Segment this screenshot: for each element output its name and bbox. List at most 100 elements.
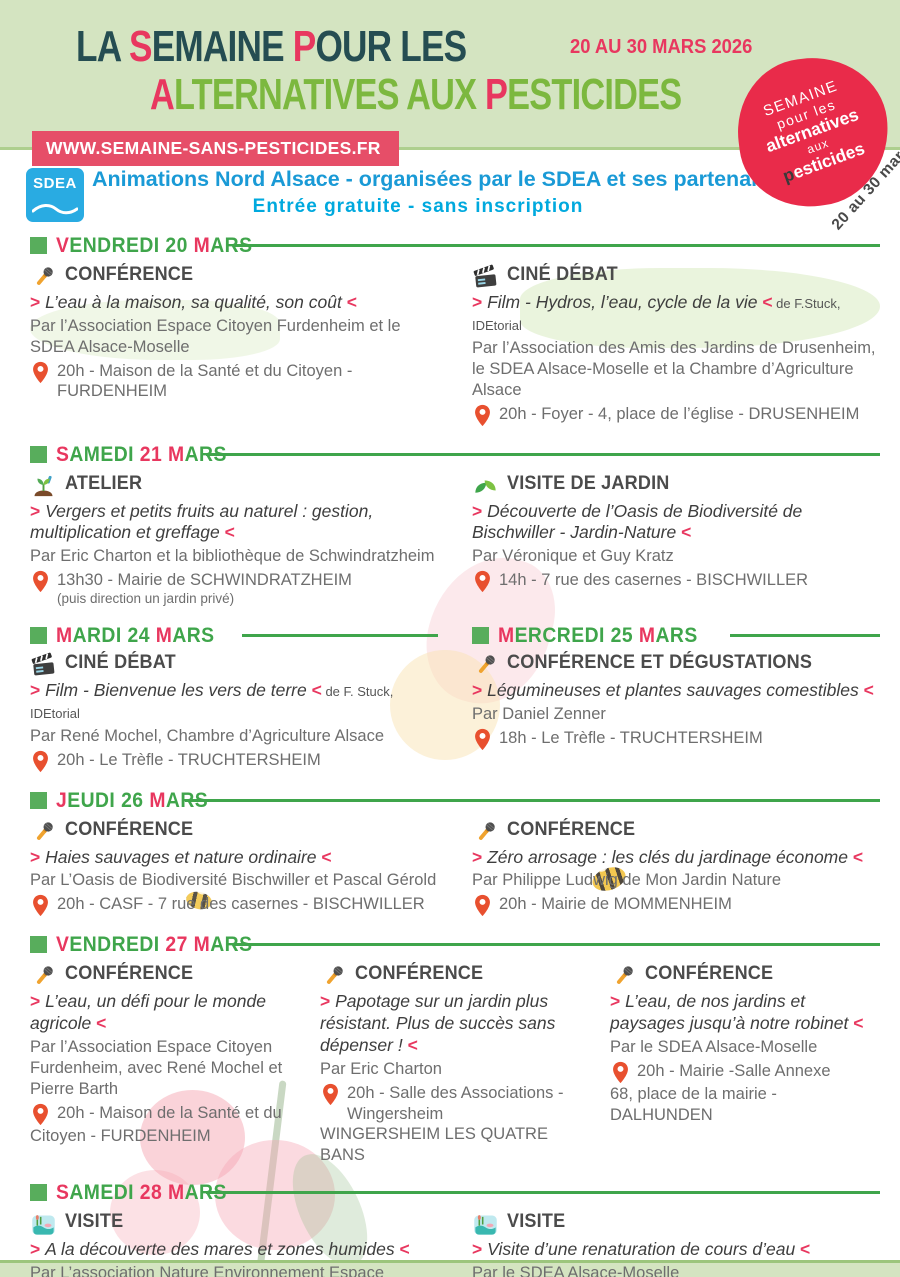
day-heading: SAMEDI 21 MARS xyxy=(30,442,880,467)
day-section: SAMEDI 21 MARS ATELIER > Vergers et petits… xyxy=(30,442,880,616)
event-location-row: 18h - Le Trèfle - TRUCHTERSHEIM xyxy=(472,728,880,751)
event-item: VISITE > Visite d’une renaturation de cou… xyxy=(472,1211,880,1277)
seedling-icon xyxy=(30,473,57,500)
microphone-icon xyxy=(320,963,347,990)
text-segment: M xyxy=(149,787,166,812)
chevron-open: > xyxy=(320,991,336,1012)
location-pin-icon xyxy=(612,1061,629,1084)
day-heading: MERCREDI 25 MARS xyxy=(472,623,880,648)
event-type-row: CONFÉRENCE ET DÉGUSTATIONS xyxy=(472,652,880,679)
event-item: VISITE DE JARDIN > Découverte de l’Oasis … xyxy=(472,473,880,594)
chevron-close: < xyxy=(316,846,332,867)
event-location-note: (puis direction un jardin privé) xyxy=(57,590,235,606)
event-organizer: Par L’association Nature Environnement E… xyxy=(30,1264,385,1277)
text-segment: ENDREDI xyxy=(69,932,166,957)
event-type-row: CINÉ DÉBAT xyxy=(472,264,880,291)
location-pin-icon xyxy=(474,570,491,593)
event-title-text: Film - Bienvenue les vers de terre xyxy=(45,679,307,700)
text-segment: S xyxy=(129,22,152,71)
text-segment: AMEDI xyxy=(69,1180,140,1205)
event-location-row: 20h - Salle des Associations - Wingershe… xyxy=(320,1083,590,1124)
event-column: MERCREDI 25 MARS CONFÉRENCE ET DÉGUSTATIO… xyxy=(472,616,880,759)
campaign-badge: SEMAINE pour les alternatives aux pesticides… xyxy=(729,49,900,233)
event-location: 20h - Foyer - 4, place de l’église - DRU… xyxy=(499,404,860,423)
event-location-row: 20h - Maison de la Santé et du xyxy=(30,1103,300,1126)
event-location-row: 13h30 - Mairie de SCHWINDRATZHEIM (puis d… xyxy=(30,570,438,608)
text-segment: 21 xyxy=(139,441,169,466)
text-segment: ARS xyxy=(655,622,698,647)
event-location: 20h - Mairie -Salle Annexe xyxy=(637,1062,831,1081)
text-segment: V xyxy=(56,932,70,957)
location-pin-icon xyxy=(32,1103,49,1126)
event-columns: VISITE > A la découverte des mares et zon… xyxy=(30,1207,880,1277)
event-location-row: 20h - Le Trèfle - TRUCHTERSHEIM xyxy=(30,750,438,773)
text-segment: OUR LES xyxy=(315,22,467,71)
day-section: SAMEDI 28 MARS VISITE > A la découverte de… xyxy=(30,1180,880,1277)
event-column: VISITE > A la découverte des mares et zon… xyxy=(30,1207,438,1277)
event-title-text: A la découverte des mares et zones humid… xyxy=(45,1239,395,1260)
poster-title-line1: LA SEMAINE POUR LES xyxy=(76,22,467,72)
event-item: CONFÉRENCE > L’eau, un défi pour le monde… xyxy=(30,963,300,1146)
event-location: 20h - Salle des Associations - Wingershe… xyxy=(347,1083,564,1123)
day-heading-label: VENDREDI 27 MARS xyxy=(56,932,252,957)
event-title: > Découverte de l’Oasis de Biodiversité … xyxy=(472,501,880,545)
text-segment: 28 M xyxy=(139,1180,185,1205)
location-pin-icon xyxy=(32,361,49,384)
chevron-open: > xyxy=(30,846,46,867)
event-item: ATELIER > Vergers et petits fruits au nat… xyxy=(30,473,438,608)
location-pin-icon xyxy=(32,894,49,917)
event-location-row: 20h - CASF - 7 rue des casernes - BISCHW… xyxy=(30,894,438,917)
event-organizer: Par Eric Charton xyxy=(320,1059,442,1078)
event-item: CONFÉRENCE > L’eau, de nos jardins et pay… xyxy=(610,963,880,1125)
event-organizer: Par le SDEA Alsace-Moselle xyxy=(472,1264,680,1277)
sdea-logo-text: SDEA xyxy=(33,175,77,192)
microphone-icon xyxy=(30,264,57,291)
text-segment: EUDI 26 xyxy=(67,787,150,812)
location-pin-icon xyxy=(474,728,491,751)
text-segment: ARS xyxy=(172,622,215,647)
event-column: CONFÉRENCE > Papotage sur un jardin plus … xyxy=(320,959,590,1173)
text-segment: M xyxy=(56,622,73,647)
chevron-close: < xyxy=(858,679,874,700)
chevron-open: > xyxy=(30,1239,46,1260)
day-section: JEUDI 26 MARS CONFÉRENCE > Haies sauvages … xyxy=(30,788,880,926)
event-column: MARDI 24 MARS CINÉ DÉBAT > Film - Bienvenu… xyxy=(30,616,438,781)
day-square-icon xyxy=(30,626,47,644)
event-title-text: Visite d’une renaturation de cours d’eau xyxy=(487,1239,796,1260)
event-location-row: 20h - Mairie de MOMMENHEIM xyxy=(472,894,880,917)
event-organizer: Par Daniel Zenner xyxy=(472,704,606,723)
event-organizer: Par L’Oasis de Biodiversité Bischwiller … xyxy=(30,871,437,890)
event-location: 14h - 7 rue des casernes - BISCHWILLER xyxy=(499,571,809,590)
event-title-text: Papotage sur un jardin plus résistant. P… xyxy=(320,991,556,1056)
chevron-open: > xyxy=(30,292,46,312)
chevron-open: > xyxy=(472,292,488,312)
text-segment: M xyxy=(498,622,515,647)
text-segment: 27 M xyxy=(165,932,211,957)
poster-title-line2: ALTERNATIVES AUX PESTICIDES xyxy=(150,70,682,120)
event-title: > Film - Bienvenue les vers de terre < d… xyxy=(30,680,438,724)
event-columns: MARDI 24 MARS CINÉ DÉBAT > Film - Bienvenu… xyxy=(30,616,880,781)
text-segment: ENDREDI 20 xyxy=(69,233,194,257)
text-segment: ARS xyxy=(210,932,253,957)
text-segment: M xyxy=(638,622,656,647)
event-type-label: CONFÉRENCE xyxy=(65,264,194,285)
event-title-text: Film - Hydros, l’eau, cycle de la vie xyxy=(487,292,758,312)
event-location: 20h - Maison de la Santé et du xyxy=(57,1103,282,1122)
day-section: VENDREDI 27 MARS CONFÉRENCE > L’eau, un dé… xyxy=(30,932,880,1173)
event-column: CONFÉRENCE > Zéro arrosage : les clés du … xyxy=(472,815,880,926)
subtitle-animations: Animations Nord Alsace - organisées par … xyxy=(92,167,790,191)
website-banner[interactable]: WWW.SEMAINE-SANS-PESTICIDES.FR xyxy=(32,131,399,166)
text-segment: ARS xyxy=(184,1180,227,1205)
text-segment: EMAINE xyxy=(151,22,293,71)
event-title-text: L’eau, de nos jardins et paysages jusqu’… xyxy=(610,991,849,1034)
location-pin-icon xyxy=(474,894,491,917)
day-heading-rule xyxy=(205,1191,880,1195)
location-pin-icon xyxy=(32,750,49,773)
day-square-icon xyxy=(30,791,47,809)
day-heading: VENDREDI 27 MARS xyxy=(30,932,880,957)
chevron-close: < xyxy=(848,1013,864,1034)
footer-bar xyxy=(0,1260,900,1277)
microphone-icon xyxy=(472,652,499,679)
event-item: VISITE > A la découverte des mares et zon… xyxy=(30,1211,438,1277)
event-organizer: Par l’Association Espace Citoyen Furdenh… xyxy=(30,1038,283,1098)
